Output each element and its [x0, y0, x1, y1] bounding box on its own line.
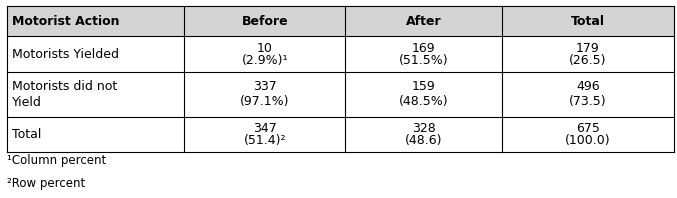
Text: (97.1%): (97.1%)	[240, 95, 290, 109]
Text: 328: 328	[412, 122, 436, 135]
Text: 496: 496	[576, 80, 600, 93]
Text: 169: 169	[412, 42, 435, 55]
Text: 675: 675	[576, 122, 600, 135]
Text: 10: 10	[257, 42, 273, 55]
Text: (48.5%): (48.5%)	[399, 95, 449, 109]
Text: Total: Total	[571, 15, 605, 28]
Text: (51.4)²: (51.4)²	[244, 134, 286, 147]
Text: 347: 347	[253, 122, 277, 135]
Text: Motorists did not
Yield: Motorists did not Yield	[12, 80, 117, 109]
Text: Total: Total	[12, 128, 41, 141]
Text: 159: 159	[412, 80, 436, 93]
Text: (26.5): (26.5)	[569, 54, 607, 67]
Text: 179: 179	[576, 42, 600, 55]
FancyBboxPatch shape	[7, 6, 674, 36]
Text: (100.0): (100.0)	[565, 134, 611, 147]
Text: After: After	[406, 15, 441, 28]
Text: ¹Column percent: ¹Column percent	[7, 154, 106, 168]
Text: ²Row percent: ²Row percent	[7, 177, 85, 190]
Text: (73.5): (73.5)	[569, 95, 607, 109]
Text: (51.5%): (51.5%)	[399, 54, 449, 67]
Text: Motorist Action: Motorist Action	[12, 15, 120, 28]
Text: Before: Before	[242, 15, 288, 28]
Text: (2.9%)¹: (2.9%)¹	[242, 54, 288, 67]
Text: (48.6): (48.6)	[405, 134, 443, 147]
Text: Motorists Yielded: Motorists Yielded	[12, 48, 119, 61]
Text: 337: 337	[253, 80, 277, 93]
